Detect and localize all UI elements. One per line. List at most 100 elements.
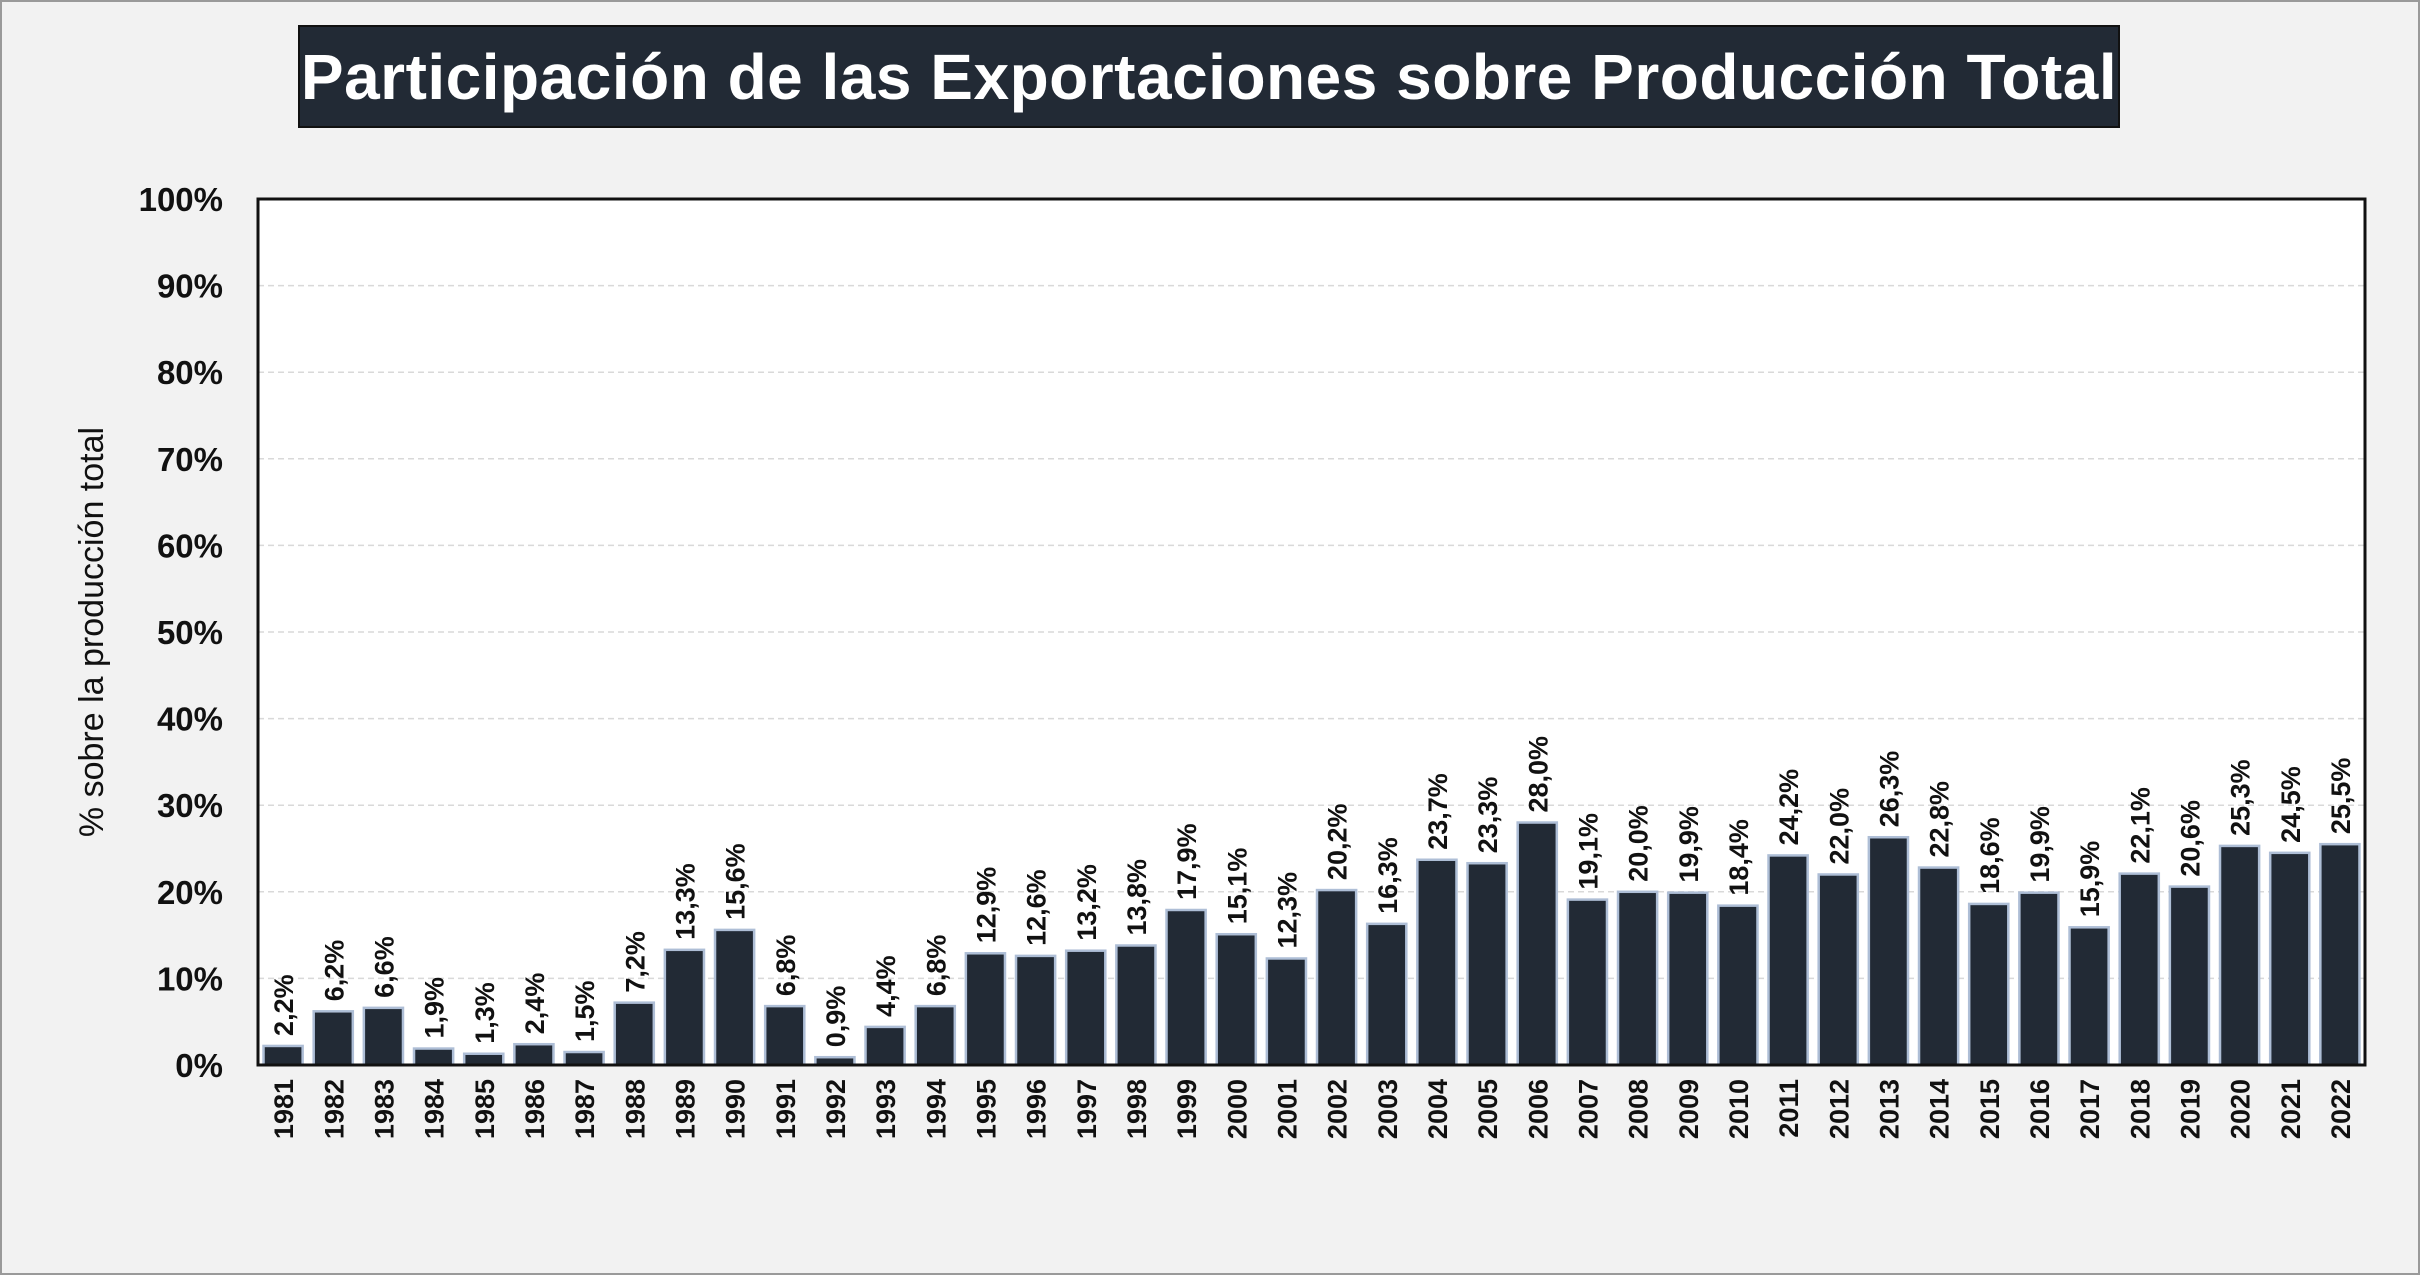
bar-2019 [2168, 885, 2211, 1067]
bar-2009 [1666, 891, 1709, 1067]
data-labels: 2,2% 6,2% 6,6% 1,9% 1,3% 2,4% 1,5% 7,2% 13,3% 15,… [269, 736, 2356, 1047]
bar-2016 [2018, 891, 2060, 1067]
bar-2004 [1416, 858, 1458, 1067]
x-tick-label-2009: 2009 [1674, 1079, 1704, 1139]
x-tick-label-2002: 2002 [1323, 1079, 1353, 1139]
data-label-1984: 1,9% [420, 977, 450, 1039]
bar-1989 [663, 948, 706, 1067]
data-label-2005: 23,3% [1473, 777, 1503, 854]
data-label-2000: 15,1% [1222, 848, 1252, 925]
x-tick-label-2017: 2017 [2075, 1079, 2105, 1139]
x-tick-label-1981: 1981 [269, 1079, 299, 1139]
bar-2013 [1867, 835, 1910, 1067]
y-tick-label: 40% [157, 701, 223, 738]
data-label-2002: 20,2% [1323, 804, 1353, 881]
data-label-1982: 6,2% [319, 940, 349, 1002]
x-tick-label-2003: 2003 [1373, 1079, 1403, 1139]
bar-2010 [1717, 904, 1759, 1067]
data-label-2011: 24,2% [1774, 769, 1804, 846]
data-label-1996: 12,6% [1022, 869, 1052, 946]
y-tick-label: 0% [175, 1047, 223, 1084]
x-tick-label-2019: 2019 [2175, 1079, 2205, 1139]
bar-1982 [312, 1010, 355, 1067]
x-tick-label-1994: 1994 [921, 1079, 951, 1139]
y-tick-label: 50% [157, 614, 223, 651]
data-label-1994: 6,8% [921, 935, 951, 997]
data-label-2018: 22,1% [2125, 787, 2155, 864]
bar-2017 [2068, 926, 2110, 1067]
bar-2006 [1516, 821, 1559, 1067]
data-label-2020: 25,3% [2226, 759, 2256, 836]
y-tick-label: 10% [157, 960, 223, 997]
x-tick-label-2005: 2005 [1473, 1079, 1503, 1139]
data-label-2017: 15,9% [2075, 841, 2105, 918]
bar-2012 [1817, 873, 1860, 1067]
data-label-2010: 18,4% [1724, 819, 1754, 896]
bar-1986 [513, 1042, 555, 1067]
x-tick-label-1983: 1983 [369, 1079, 399, 1139]
x-tick-label-2014: 2014 [1925, 1079, 1955, 1139]
bar-2020 [2218, 844, 2261, 1067]
data-label-2013: 26,3% [1874, 751, 1904, 828]
bar-1985 [462, 1052, 505, 1067]
bar-1996 [1014, 954, 1057, 1067]
data-label-1988: 7,2% [620, 931, 650, 993]
bar-2018 [2118, 872, 2161, 1067]
gridlines [258, 284, 2365, 980]
x-tick-label-2012: 2012 [1824, 1079, 1854, 1139]
data-label-1992: 0,9% [821, 986, 851, 1048]
bar-1984 [412, 1047, 455, 1067]
x-tick-label-1988: 1988 [620, 1079, 650, 1139]
data-label-2006: 28,0% [1523, 736, 1553, 813]
bar-1987 [563, 1050, 605, 1067]
x-tick-label-2000: 2000 [1222, 1079, 1252, 1139]
x-tick-label-2008: 2008 [1624, 1079, 1654, 1139]
x-tick-label-1990: 1990 [721, 1079, 751, 1139]
data-label-2014: 22,8% [1925, 781, 1955, 858]
data-label-2003: 16,3% [1373, 837, 1403, 914]
x-tick-label-2015: 2015 [1975, 1079, 2005, 1139]
data-label-2009: 19,9% [1674, 806, 1704, 883]
data-label-1993: 4,4% [871, 955, 901, 1017]
bar-2000 [1215, 932, 1258, 1067]
bar-2008 [1616, 890, 1659, 1067]
data-label-1986: 2,4% [520, 973, 550, 1035]
bar-2002 [1315, 888, 1358, 1067]
x-tick-label-1982: 1982 [319, 1079, 349, 1139]
data-label-2015: 18,6% [1975, 817, 2005, 894]
bar-1998 [1115, 944, 1157, 1067]
data-label-1981: 2,2% [269, 974, 299, 1036]
data-label-2019: 20,6% [2175, 800, 2205, 877]
x-tick-label-1997: 1997 [1072, 1079, 1102, 1139]
x-tick-label-1996: 1996 [1022, 1079, 1052, 1139]
bar-2022 [2319, 842, 2361, 1067]
bar-2007 [1566, 898, 1609, 1067]
y-tick-label: 100% [139, 181, 223, 218]
chart-title-box: Participación de las Exportaciones sobre… [298, 25, 2120, 128]
y-tick-label: 30% [157, 787, 223, 824]
x-tick-label-1985: 1985 [470, 1079, 500, 1139]
y-tick-label: 20% [157, 874, 223, 911]
x-tick-label-2004: 2004 [1423, 1079, 1453, 1139]
y-tick-label: 90% [157, 268, 223, 305]
x-tick-label-2018: 2018 [2125, 1079, 2155, 1139]
bar-1999 [1165, 908, 1207, 1067]
bar-2005 [1466, 861, 1508, 1067]
y-axis-ticks: 0% 10% 20% 30% 40% 50% 60% 70% 80% 90% 100% [139, 181, 223, 1084]
data-label-1997: 13,2% [1072, 864, 1102, 941]
plot-border [256, 197, 2367, 1067]
data-label-1987: 1,5% [570, 980, 600, 1042]
bar-1995 [964, 952, 1007, 1067]
y-axis-title: % sobre la producción total [73, 427, 111, 837]
x-tick-label-1998: 1998 [1122, 1079, 1152, 1139]
data-label-2021: 24,5% [2276, 766, 2306, 843]
bar-2015 [1967, 902, 2010, 1067]
chart-title: Participación de las Exportaciones sobre… [300, 40, 2118, 113]
data-label-2012: 22,0% [1824, 788, 1854, 865]
x-tick-label-1989: 1989 [670, 1079, 700, 1139]
bar-2011 [1767, 854, 1809, 1067]
data-label-2004: 23,7% [1423, 773, 1453, 850]
x-tick-label-2016: 2016 [2025, 1079, 2055, 1139]
data-label-1983: 6,6% [369, 936, 399, 998]
